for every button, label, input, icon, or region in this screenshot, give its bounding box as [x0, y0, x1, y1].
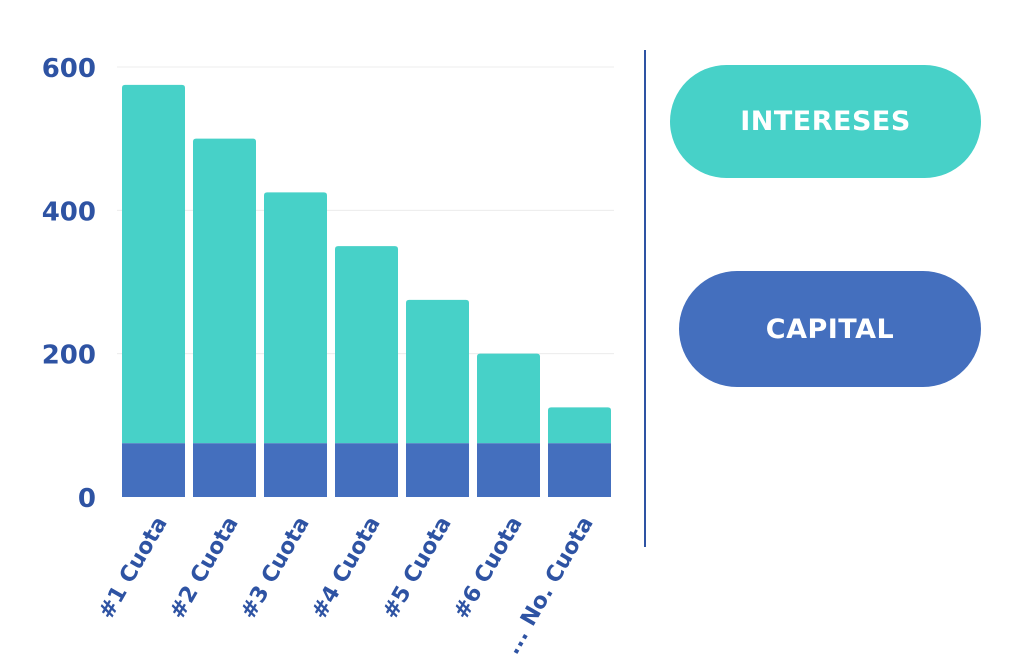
- y-tick-label: 400: [42, 197, 96, 227]
- bar-capital: [122, 443, 185, 497]
- stacked-bar-chart: 0 200 400 600 #1 Cuota#2 Cuota#3 Cuota#4 Cu…: [42, 54, 614, 659]
- bar-capital: [477, 443, 540, 497]
- bar-capital: [406, 443, 469, 497]
- bar-capital: [264, 443, 327, 497]
- bar-capital: [548, 443, 611, 497]
- bar-capital: [193, 443, 256, 497]
- bar-intereses: [406, 299, 469, 444]
- bars: [122, 84, 611, 497]
- legend-intereses-label: INTERESES: [740, 106, 911, 137]
- x-tick-label: #4 Cuota: [307, 513, 385, 624]
- bar-intereses: [548, 407, 611, 444]
- bar-intereses: [477, 353, 540, 444]
- y-axis: 0 200 400 600: [42, 54, 96, 514]
- x-tick-label: #3 Cuota: [236, 513, 314, 624]
- x-tick-label: #2 Cuota: [165, 513, 243, 624]
- legend-capital: CAPITAL: [679, 271, 981, 387]
- bar-capital: [335, 443, 398, 497]
- y-tick-label: 600: [42, 54, 96, 84]
- bar-intereses: [193, 138, 256, 444]
- bar-intereses: [264, 192, 327, 444]
- bar-intereses: [335, 246, 398, 444]
- x-tick-label: #5 Cuota: [378, 513, 456, 624]
- y-tick-label: 200: [42, 341, 96, 371]
- legend-divider: [644, 50, 646, 547]
- x-tick-label: #1 Cuota: [94, 513, 172, 624]
- y-tick-label: 0: [78, 484, 96, 514]
- x-tick-label: #6 Cuota: [449, 513, 527, 624]
- x-axis: #1 Cuota#2 Cuota#3 Cuota#4 Cuota#5 Cuota…: [94, 513, 598, 659]
- bar-intereses: [122, 84, 185, 444]
- legend-capital-label: CAPITAL: [765, 313, 895, 345]
- legend-intereses: INTERESES: [670, 65, 981, 178]
